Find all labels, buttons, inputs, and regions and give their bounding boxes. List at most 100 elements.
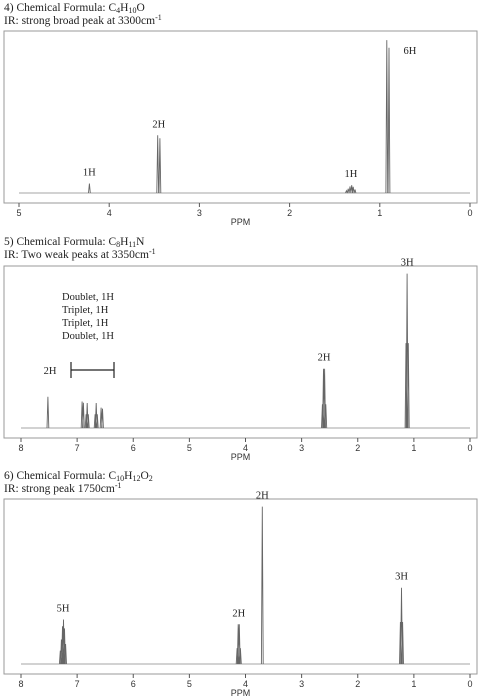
- formula-element: H: [124, 470, 133, 482]
- peak-integration-label: 6H: [403, 46, 416, 57]
- x-tick-label: 2: [355, 679, 360, 689]
- formula-element: O: [136, 2, 145, 14]
- nmr-peak: 2H: [256, 491, 269, 665]
- plot-frame: [3, 265, 478, 439]
- formula-subscript: 2: [148, 474, 153, 483]
- peak-line: [235, 624, 242, 665]
- ir-info: IR: Two weak peaks at 3350cm-1: [4, 247, 156, 262]
- aromatic-annotation: Doublet, 1H Triplet, 1H Triplet, 1H Doublet…: [62, 292, 115, 378]
- peak-line: [399, 587, 404, 665]
- nmr-peak: [84, 402, 90, 429]
- x-tick-label: 3: [299, 443, 304, 453]
- chemical-formula: C4H10O: [108, 2, 145, 15]
- x-tick-label: 3: [197, 208, 202, 218]
- ir-text: strong peak 1750cm: [21, 483, 115, 495]
- x-tick-label: 0: [467, 443, 472, 453]
- nmr-spectrum-5: 8 7 6 5 4 3 2 1 0 PPM 2H 2H 3H Doublet, 1H Triplet, 1H…: [3, 258, 478, 462]
- formula-subscript: 10: [116, 474, 125, 483]
- peak-integration-label: 5H: [57, 603, 70, 614]
- peak-line: [260, 506, 264, 665]
- nmr-peak: [93, 402, 99, 429]
- x-tick-label: 5: [16, 208, 21, 218]
- annotation-line: Triplet, 1H: [62, 318, 109, 329]
- problem-6: 6) Chemical Formula: C10H12O2 IR: strong…: [0, 464, 482, 700]
- problem-header: 5) Chemical Formula: C8H11N: [4, 236, 144, 249]
- x-tick-label: 0: [467, 208, 472, 218]
- formula-element: C: [108, 470, 117, 482]
- peak-integration-label: 2H: [44, 366, 57, 377]
- problem-number: 4): [4, 2, 14, 14]
- x-axis-label: PPM: [231, 452, 251, 462]
- peak-line: [156, 135, 162, 194]
- problem-5: 5) Chemical Formula: C8H11N IR: Two weak…: [0, 232, 482, 464]
- chemical-formula: C8H11N: [108, 236, 145, 249]
- ir-label: IR:: [4, 249, 22, 261]
- peak-line: [80, 401, 85, 429]
- ir-unit-exponent: -1: [155, 13, 162, 22]
- formula-subscript: 8: [116, 240, 121, 249]
- peak-line: [84, 402, 90, 429]
- peak-line: [46, 396, 50, 429]
- peak-integration-label: 1H: [345, 169, 358, 180]
- x-tick-label: 4: [243, 443, 248, 453]
- peak-integration-label: 3H: [395, 572, 408, 583]
- nmr-peak: 1H: [83, 168, 96, 194]
- formula-subscript: 10: [128, 6, 137, 15]
- formula-subscript: 4: [116, 6, 121, 15]
- nmr-peak: [99, 407, 104, 429]
- formula-label: Chemical Formula:: [16, 2, 109, 14]
- x-tick-label: 1: [411, 679, 416, 689]
- x-tick-label: 1: [377, 208, 382, 218]
- ir-text: Two weak peaks at 3350cm: [21, 249, 149, 261]
- x-tick-label: 6: [131, 443, 136, 453]
- x-tick-label: 5: [187, 679, 192, 689]
- x-tick-label: 1: [411, 443, 416, 453]
- x-tick-label: 7: [75, 443, 80, 453]
- x-tick-label: 0: [467, 679, 472, 689]
- x-tick-label: 6: [131, 679, 136, 689]
- formula-element: H: [120, 2, 129, 14]
- formula-element: N: [136, 236, 145, 248]
- peak-line: [93, 402, 99, 429]
- peak-line: [321, 368, 328, 429]
- x-tick-label: 5: [187, 443, 192, 453]
- ir-info: IR: strong peak 1750cm-1: [4, 482, 122, 496]
- peak-integration-label: 2H: [152, 119, 165, 130]
- peak-line: [58, 619, 67, 665]
- ir-label: IR:: [4, 15, 22, 27]
- x-axis-label: PPM: [231, 217, 251, 227]
- problem-number: 5): [4, 236, 14, 248]
- nmr-peak: 2H: [44, 366, 57, 429]
- problem-header: 4) Chemical Formula: C4H10O: [4, 2, 145, 15]
- formula-element: O: [140, 470, 149, 482]
- formula-label: Chemical Formula:: [16, 236, 109, 248]
- x-axis-label: PPM: [231, 688, 251, 698]
- problem-4: 4) Chemical Formula: C4H10O IR: strong b…: [0, 0, 482, 232]
- x-tick-label: 7: [75, 679, 80, 689]
- formula-element: C: [108, 2, 117, 14]
- nmr-peak: 1H: [345, 169, 358, 194]
- nmr-peak: 2H: [232, 608, 246, 665]
- peak-integration-label: 2H: [256, 491, 269, 502]
- annotation-line: Triplet, 1H: [62, 305, 109, 316]
- formula-subscript: 11: [128, 240, 137, 249]
- peak-integration-label: 2H: [318, 353, 331, 364]
- peak-line: [99, 407, 104, 429]
- x-tick-label: 2: [355, 443, 360, 453]
- x-tick-label: 8: [18, 679, 23, 689]
- ir-unit-exponent: -1: [148, 247, 156, 256]
- ir-text: strong broad peak at 3300cm: [21, 15, 156, 27]
- peak-line: [404, 273, 410, 429]
- nmr-peak: 6H: [385, 40, 417, 194]
- nmr-peak: 3H: [401, 258, 414, 429]
- nmr-peak: 3H: [395, 572, 408, 665]
- annotation-line: Doublet, 1H: [62, 292, 114, 303]
- x-tick-label: 3: [299, 679, 304, 689]
- nmr-spectrum-6: 8 7 6 5 4 3 2 1 0 PPM 5H 2H 2H 3H: [3, 491, 478, 698]
- chemical-formula: C10H12O2: [108, 470, 153, 483]
- nmr-peak: [80, 401, 85, 429]
- nmr-peak: 5H: [57, 603, 70, 665]
- x-tick-label: 8: [18, 443, 23, 453]
- peak-line: [88, 183, 91, 194]
- ir-info: IR: strong broad peak at 3300cm-1: [4, 13, 162, 28]
